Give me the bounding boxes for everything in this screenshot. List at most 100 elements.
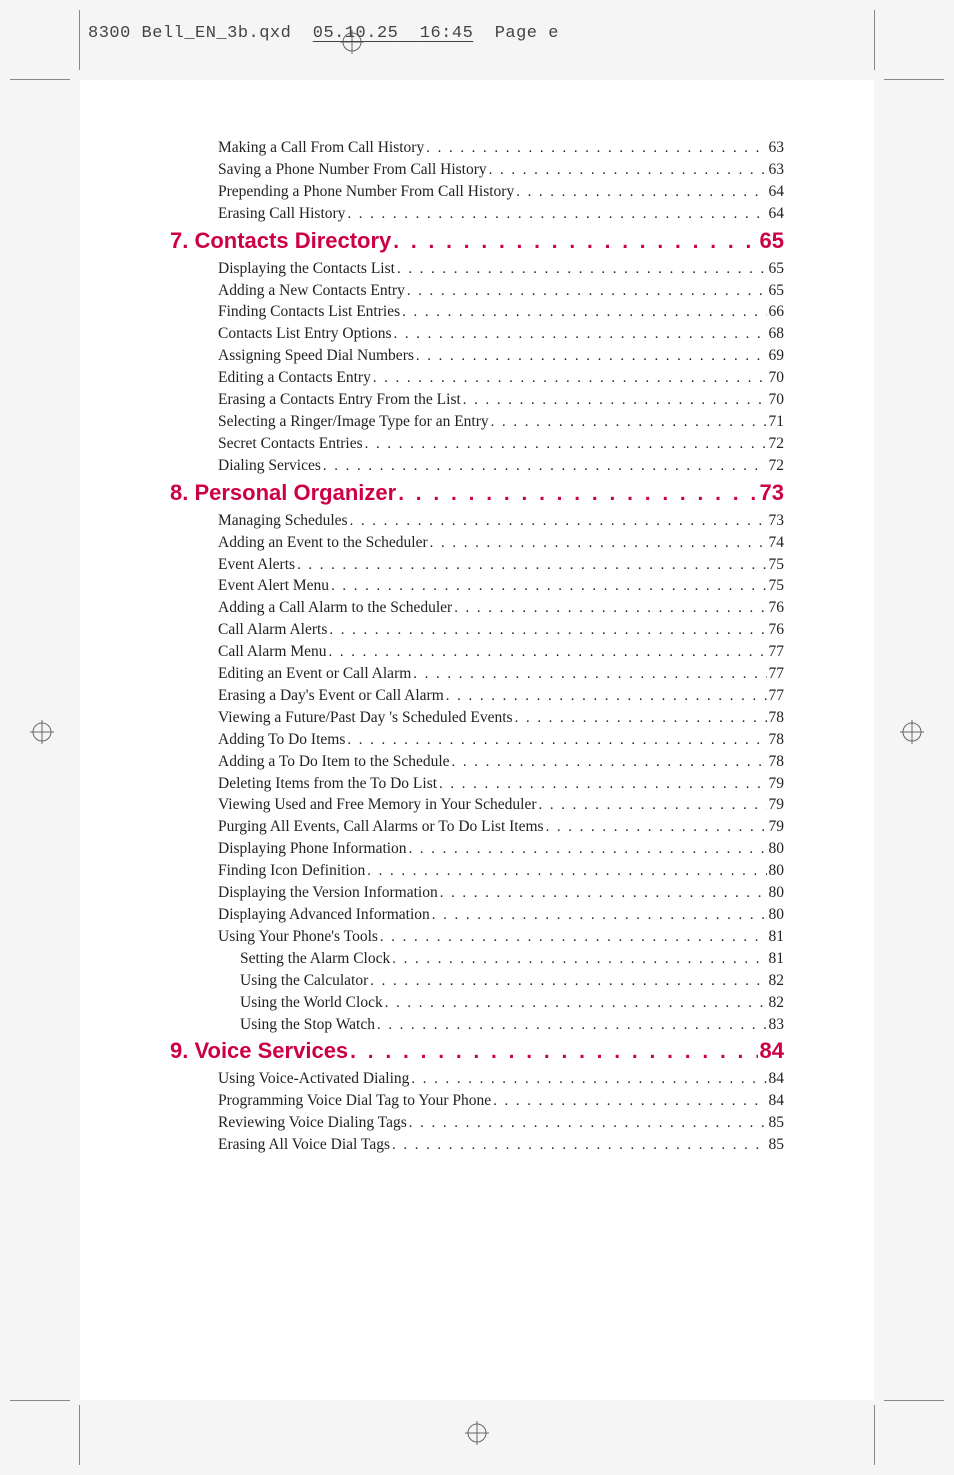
toc-label: Event Alerts [218,557,295,573]
toc-label: Assigning Speed Dial Numbers [218,348,414,364]
toc-page-number: 79 [769,819,785,835]
toc-page-number: 81 [769,951,785,967]
toc-entry: Finding Contacts List Entries66 [170,304,784,320]
toc-entry: Selecting a Ringer/Image Type for an Ent… [170,414,784,430]
toc-label: Erasing Call History [218,206,345,222]
toc-label: Managing Schedules [218,513,348,529]
table-of-contents: Making a Call From Call History63Saving … [170,140,784,1153]
toc-leader [452,755,767,770]
toc-leader [440,886,767,901]
crop-mark [79,1405,80,1465]
toc-entry: Using the Stop Watch 83 [170,1017,784,1033]
toc-page-number: 77 [769,644,785,660]
toc-entry: Erasing All Voice Dial Tags85 [170,1137,784,1153]
toc-entry: Viewing a Future/Past Day 's Scheduled E… [170,710,784,726]
toc-label: 8. Personal Organizer [170,480,396,506]
toc-label: 9. Voice Services [170,1038,348,1064]
toc-entry: Displaying the Version Information80 [170,885,784,901]
toc-label: Viewing Used and Free Memory in Your Sch… [218,797,537,813]
toc-leader [392,1138,767,1153]
toc-leader [393,230,757,254]
toc-page-number: 75 [769,557,785,573]
toc-label: Using Voice-Activated Dialing [218,1071,409,1087]
toc-entry: Secret Contacts Entries72 [170,436,784,452]
toc-entry: Call Alarm Menu77 [170,644,784,660]
crop-mark [874,10,875,70]
toc-entry: Call Alarm Alerts76 [170,622,784,638]
toc-page-number: 82 [769,995,785,1011]
toc-entry: Erasing Call History64 [170,206,784,222]
toc-page-number: 79 [769,797,785,813]
toc-page-number: 78 [769,710,785,726]
toc-entry: Using Voice-Activated Dialing 84 [170,1071,784,1087]
toc-section-heading: 8. Personal Organizer73 [170,480,784,506]
toc-entry: Setting the Alarm Clock 81 [170,951,784,967]
toc-page-number: 84 [769,1071,785,1087]
toc-leader [539,798,767,813]
toc-leader [426,141,766,156]
toc-section-heading: 7. Contacts Directory65 [170,228,784,254]
toc-entry: Prepending a Phone Number From Call Hist… [170,184,784,200]
toc-page-number: 85 [769,1115,785,1131]
toc-entry: Programming Voice Dial Tag to Your Phone… [170,1093,784,1109]
toc-leader [446,689,767,704]
toc-leader [432,908,767,923]
toc-label: Using the Calculator [240,973,368,989]
toc-label: Setting the Alarm Clock [240,951,390,967]
toc-leader [397,262,767,277]
toc-entry: Managing Schedules73 [170,513,784,529]
toc-entry: Event Alerts 75 [170,557,784,573]
crop-mark [884,79,944,80]
toc-entry: Displaying the Contacts List65 [170,261,784,277]
toc-page-number: 78 [769,754,785,770]
toc-label: Making a Call From Call History [218,140,424,156]
toc-page-number: 63 [769,162,785,178]
toc-leader [439,777,766,792]
toc-entry: Adding To Do Items78 [170,732,784,748]
toc-entry: Adding a New Contacts Entry65 [170,283,784,299]
toc-page-number: 74 [769,535,785,551]
toc-leader [516,185,766,200]
toc-page-number: 78 [769,732,785,748]
toc-leader [493,1094,766,1109]
toc-section-heading: 9. Voice Services84 [170,1038,784,1064]
toc-label: Viewing a Future/Past Day 's Scheduled E… [218,710,513,726]
crop-mark [10,79,70,80]
toc-page-number: 80 [769,863,785,879]
toc-label: Adding a New Contacts Entry [218,283,405,299]
toc-leader [409,842,767,857]
toc-label: Deleting Items from the To Do List [218,776,437,792]
toc-leader [402,305,766,320]
toc-leader [347,207,766,222]
header-date: 05.10.25 [313,24,399,43]
crop-mark [884,1400,944,1401]
toc-leader [370,974,766,989]
toc-label: Erasing a Contacts Entry From the List [218,392,461,408]
toc-label: Call Alarm Alerts [218,622,327,638]
toc-label: Secret Contacts Entries [218,436,363,452]
toc-entry: Reviewing Voice Dialing Tags85 [170,1115,784,1131]
toc-leader [297,558,766,573]
toc-leader [546,820,767,835]
toc-leader [323,459,767,474]
toc-page-number: 66 [769,304,785,320]
toc-label: Erasing a Day's Event or Call Alarm [218,688,444,704]
header-time: 16:45 [420,24,474,43]
toc-label: Finding Icon Definition [218,863,365,879]
toc-entry: Making a Call From Call History63 [170,140,784,156]
toc-leader [350,514,767,529]
toc-label: Adding an Event to the Scheduler [218,535,428,551]
toc-leader [329,645,767,660]
toc-entry: Adding a Call Alarm to the Scheduler76 [170,600,784,616]
toc-entry: Viewing Used and Free Memory in Your Sch… [170,797,784,813]
toc-label: Purging All Events, Call Alarms or To Do… [218,819,544,835]
toc-label: Using the Stop Watch [240,1017,375,1033]
toc-entry: Using Your Phone's Tools81 [170,929,784,945]
toc-entry: Erasing a Day's Event or Call Alarm77 [170,688,784,704]
crop-mark [79,10,80,70]
toc-page-number: 75 [769,578,785,594]
toc-page-number: 83 [769,1017,785,1033]
toc-page-number: 76 [769,600,785,616]
toc-leader [331,579,766,594]
prepress-header: 8300 Bell_EN_3b.qxd 05.10.25 16:45 Page … [88,24,559,43]
